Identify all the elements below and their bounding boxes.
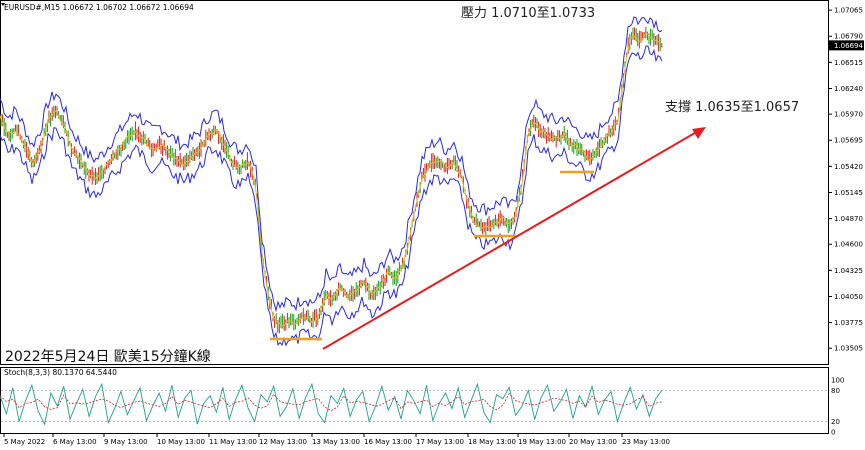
current-price-box bbox=[829, 40, 864, 51]
price-tick-label: 1.03505 bbox=[834, 345, 863, 353]
stochastic-series bbox=[0, 382, 828, 426]
moving-average-line bbox=[0, 33, 661, 327]
uptrend-arrow-icon bbox=[692, 127, 706, 139]
time-tick-label: 13 May 13:00 bbox=[312, 438, 360, 446]
price-tick-label: 1.06790 bbox=[834, 33, 863, 41]
time-tick-label: 11 May 13:00 bbox=[209, 438, 257, 446]
stoch-header: Stoch(8,3,3) 80.1370 64.5440 bbox=[4, 368, 117, 377]
stoch-main-line bbox=[0, 382, 663, 426]
time-x-axis: 5 May 2022 6 May 13:00 9 May 13:00 10 May 1… bbox=[3, 434, 670, 446]
header-dropdown-icon bbox=[1, 3, 5, 6]
support-label: 支撐 1.0635至1.0657 bbox=[665, 100, 799, 115]
chart-date-caption: 2022年5月24日 歐美15分鐘K線 bbox=[5, 348, 211, 365]
stoch-signal-line bbox=[0, 392, 663, 412]
time-tick-label: 23 May 13:00 bbox=[622, 438, 670, 446]
stoch-tick-label: 80 bbox=[831, 387, 840, 395]
time-tick-label: 9 May 13:00 bbox=[104, 438, 148, 446]
upper-band-line bbox=[0, 16, 663, 313]
time-tick-label: 6 May 13:00 bbox=[53, 438, 97, 446]
resistance-label: 壓力 1.0710至1.0733 bbox=[461, 6, 595, 21]
stoch-tick-label: 0 bbox=[831, 429, 835, 437]
time-tick-label: 19 May 13:00 bbox=[518, 438, 566, 446]
price-tick-label: 1.07065 bbox=[834, 7, 863, 15]
price-series bbox=[0, 26, 663, 334]
envelope-bands bbox=[0, 16, 663, 347]
time-tick-label: 16 May 13:00 bbox=[364, 438, 412, 446]
stoch-tick-label: 20 bbox=[831, 418, 840, 426]
price-panel-frame bbox=[0, 0, 829, 365]
chart-symbol-header: EURUSD#,M15 1.06672 1.06702 1.06672 1.06… bbox=[4, 3, 194, 12]
price-tick-label: 1.04870 bbox=[834, 215, 863, 223]
uptrend-line bbox=[322, 129, 701, 350]
price-tick-label: 1.05420 bbox=[834, 163, 863, 171]
price-tick-label: 1.06240 bbox=[834, 85, 863, 93]
stoch-panel-frame bbox=[0, 367, 829, 434]
price-y-axis: 1.07065 1.06790 1.06515 1.06240 1.05970 1.056… bbox=[828, 7, 864, 353]
time-tick-label: 12 May 13:00 bbox=[259, 438, 307, 446]
price-tick-label: 1.04325 bbox=[834, 267, 863, 275]
price-tick-label: 1.06515 bbox=[834, 59, 863, 67]
time-tick-label: 20 May 13:00 bbox=[569, 438, 617, 446]
stoch-y-axis: 100 80 20 0 bbox=[831, 377, 844, 437]
price-tick-label: 1.05145 bbox=[834, 189, 863, 197]
price-tick-label: 1.03775 bbox=[834, 319, 863, 327]
time-tick-label: 18 May 13:00 bbox=[468, 438, 516, 446]
lower-band-line bbox=[0, 45, 663, 347]
time-tick-label: 17 May 13:00 bbox=[416, 438, 464, 446]
time-tick-label: 10 May 13:00 bbox=[157, 438, 205, 446]
stoch-tick-label: 100 bbox=[831, 377, 844, 385]
current-price-label: 1.06694 bbox=[834, 42, 863, 50]
price-tick-label: 1.05695 bbox=[834, 137, 863, 145]
price-tick-label: 1.05970 bbox=[834, 111, 863, 119]
time-tick-label: 5 May 2022 bbox=[4, 438, 45, 446]
price-tick-label: 1.04050 bbox=[834, 293, 863, 301]
price-tick-label: 1.04600 bbox=[834, 241, 863, 249]
